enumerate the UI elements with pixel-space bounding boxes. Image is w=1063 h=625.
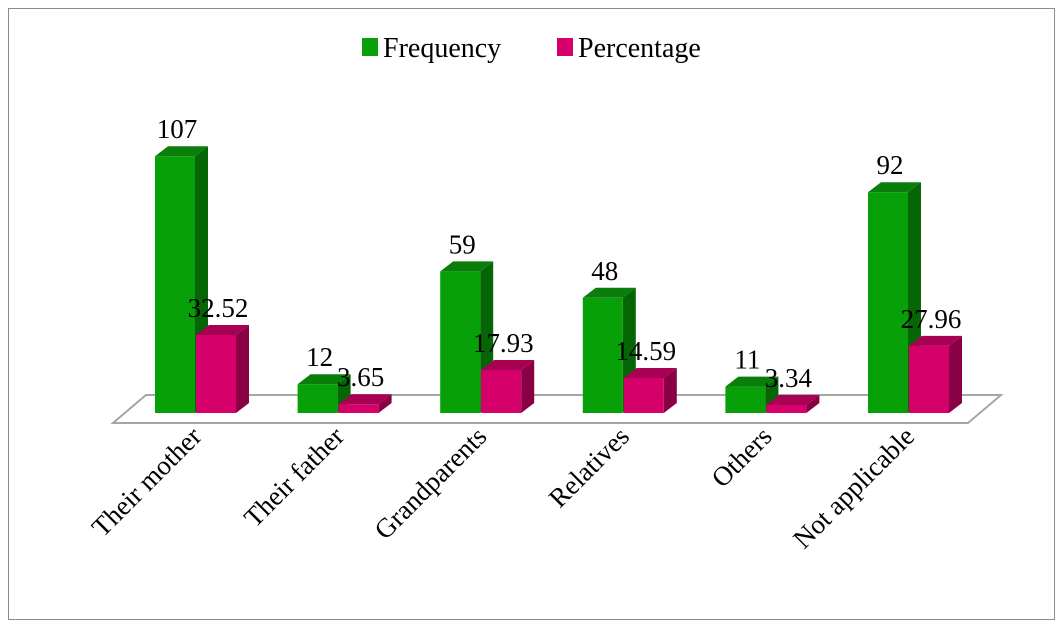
value-label-frequency-grandparents: 59 — [449, 229, 476, 259]
tick-label-others: Others — [706, 421, 778, 493]
bar-percentage-relatives-front — [623, 377, 664, 413]
bar-percentage-grandparents — [481, 359, 535, 413]
bar-percentage-grandparents-front — [481, 369, 522, 413]
bar-percentage-others-side — [806, 394, 820, 413]
bar-percentage-their-father-front — [338, 404, 379, 413]
bar-percentage-others-front — [766, 404, 807, 413]
x-axis-tick-labels: Their mother Their father Grandparents Rela… — [86, 421, 920, 554]
bar-percentage-not-applicable-front — [909, 345, 949, 413]
bar-frequency-others-front — [725, 386, 766, 413]
value-label-frequency-relatives: 48 — [591, 256, 618, 286]
bar-percentage-grandparents-top — [481, 359, 535, 370]
bar-percentage-their-mother-top — [196, 324, 249, 335]
tick-label-relatives: Relatives — [543, 421, 635, 513]
tick-label-not-applicable: Not applicable — [787, 421, 920, 554]
bars-layer — [155, 146, 962, 413]
bar-frequency-relatives-front — [582, 297, 623, 413]
legend-swatch-frequency — [362, 38, 378, 56]
tick-label-their-father: Their father — [238, 421, 350, 533]
legend-swatch-percentage — [557, 38, 573, 56]
legend: Frequency Percentage — [362, 33, 701, 64]
bar-frequency-grandparents-top — [440, 261, 494, 272]
bar-percentage-others-top — [766, 394, 820, 405]
bar-percentage-their-mother — [196, 324, 249, 413]
bar-frequency-their-mother-top — [155, 146, 208, 157]
bar-frequency-relatives — [582, 287, 636, 413]
bar-percentage-their-father-top — [338, 394, 392, 405]
bar-percentage-their-mother-side — [236, 324, 249, 413]
bar-percentage-their-father-side — [378, 394, 392, 413]
bar-frequency-others-top — [725, 376, 779, 387]
value-label-percentage-grandparents: 17.93 — [473, 328, 534, 358]
value-label-frequency-their-mother: 107 — [157, 114, 198, 144]
value-label-percentage-relatives: 14.59 — [615, 336, 676, 366]
value-label-frequency-their-father: 12 — [306, 342, 333, 372]
bar-percentage-not-applicable-side — [949, 335, 962, 413]
legend-label-frequency: Frequency — [383, 33, 501, 64]
legend-label-percentage: Percentage — [578, 33, 701, 64]
value-label-frequency-others: 11 — [734, 345, 760, 375]
value-label-percentage-their-mother: 32.52 — [188, 293, 249, 323]
tick-label-their-mother: Their mother — [86, 421, 207, 542]
bar-percentage-others — [766, 394, 820, 413]
bar-frequency-not-applicable — [868, 182, 921, 413]
bar-percentage-relatives-top — [623, 367, 677, 378]
bar-percentage-not-applicable-top — [909, 335, 962, 346]
bar-percentage-relatives-side — [663, 367, 677, 413]
bar-frequency-their-father-front — [297, 384, 338, 413]
value-label-frequency-not-applicable: 92 — [877, 150, 904, 180]
bar-frequency-their-mother-front — [155, 156, 195, 413]
bar-percentage-their-mother-front — [196, 334, 236, 413]
bar-frequency-relatives-top — [582, 287, 636, 298]
bar-frequency-grandparents — [440, 261, 494, 413]
bar-frequency-not-applicable-top — [868, 182, 921, 193]
bar-percentage-relatives — [623, 367, 677, 413]
tick-label-grandparents: Grandparents — [368, 421, 492, 545]
value-label-percentage-their-father: 3.65 — [337, 362, 384, 392]
value-label-percentage-others: 3.34 — [765, 363, 813, 393]
bar-percentage-their-father — [338, 394, 392, 413]
bar-frequency-their-father-top — [297, 374, 351, 385]
bar-frequency-not-applicable-front — [868, 192, 908, 413]
bar-percentage-grandparents-side — [521, 359, 535, 413]
bar-percentage-not-applicable — [909, 335, 962, 413]
value-labels-layer: 107 32.52 123.65 59 17.93 48 14.59 113.34 92 27.9… — [157, 114, 962, 393]
bar-frequency-grandparents-front — [440, 271, 481, 413]
value-label-percentage-not-applicable: 27.96 — [901, 304, 962, 334]
